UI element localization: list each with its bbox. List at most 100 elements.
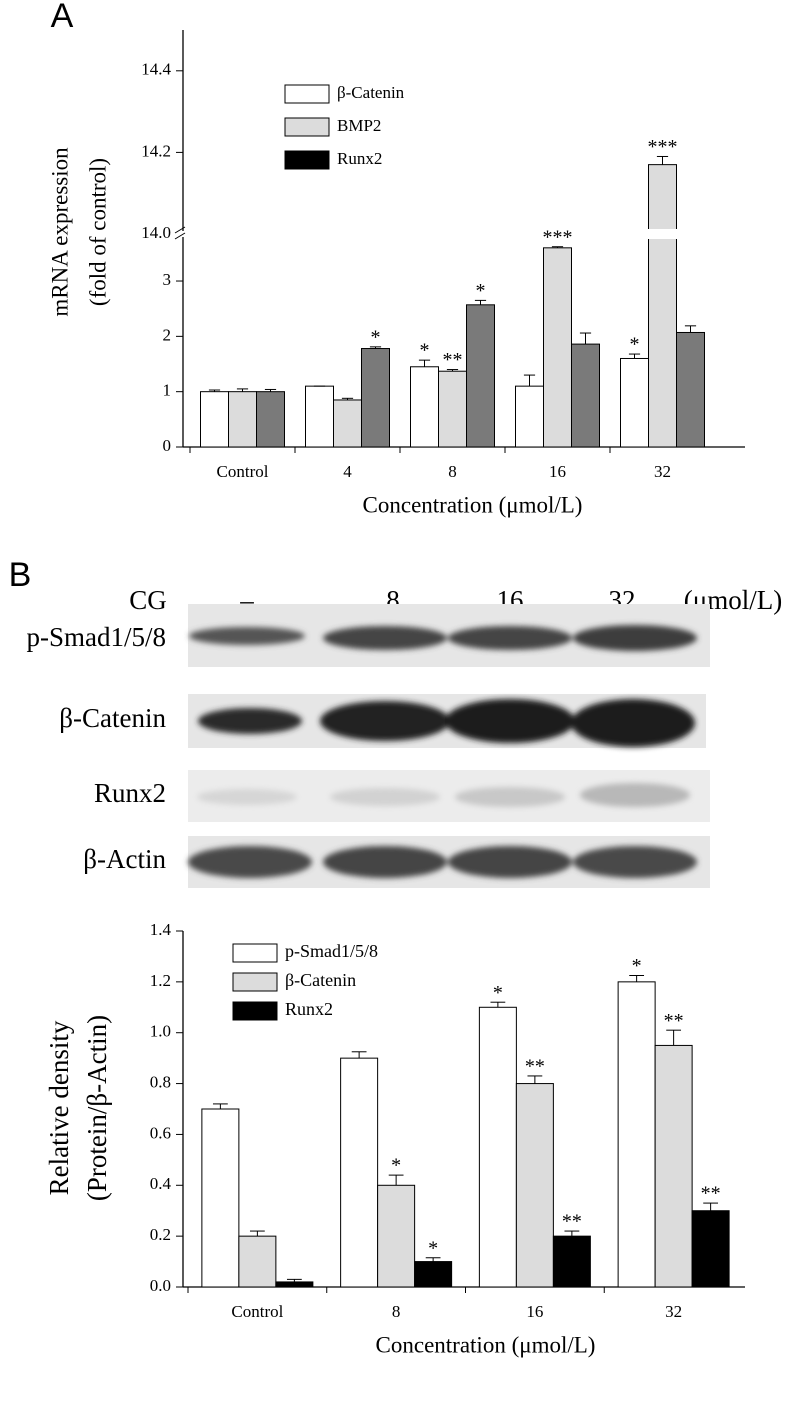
band [580,783,690,807]
x-tick-label: 8 [392,1302,401,1321]
legend-label: β-Catenin [337,83,405,102]
panel-label: B [9,556,32,594]
significance: * [632,955,642,977]
y-tick-label: 0.2 [150,1225,171,1244]
western-blot: CG – 8 16 32 (μmol/L) p-Smad1/5/8 β-Cate… [27,585,782,888]
blot-bands [188,625,697,878]
bar [228,391,257,448]
legend-label: p-Smad1/5/8 [285,941,378,961]
bar [617,981,656,1288]
y-tick-label: 0.8 [150,1072,171,1091]
bar [305,385,334,448]
band [448,626,572,650]
bar [691,1210,730,1288]
x-tick-label: 4 [343,462,352,481]
row-label: β-Actin [83,844,166,874]
bar [200,391,229,448]
y-tick-label: 0.0 [150,1276,171,1295]
legend-label: β-Catenin [285,970,356,990]
legend-swatch [284,117,330,137]
y-tick-label: 3 [163,270,172,289]
bar [478,1006,517,1288]
bar [543,247,572,448]
significance: *** [543,226,573,248]
panel-label: A [51,0,74,35]
x-tick-label: Control [231,1302,283,1321]
band [573,625,697,651]
band [573,846,697,878]
y-tick-label: 14.2 [141,141,171,160]
y-tick-label: 0.4 [150,1174,172,1193]
bar [515,1083,554,1288]
legend-label: BMP2 [337,116,381,135]
y-tick-label: 1.4 [150,920,172,939]
bar [648,164,677,448]
x-tick-label: 32 [654,462,671,481]
bar [571,343,600,448]
y-tick-label: 0.6 [150,1123,171,1142]
legend-swatch [284,84,330,104]
significance: * [420,340,430,362]
bar [414,1261,453,1288]
bar [201,1108,240,1288]
significance: ** [664,1010,684,1032]
band [571,699,695,747]
legend-label: Runx2 [285,999,333,1019]
band [330,788,440,806]
y-axis-title: mRNA expression [47,147,72,317]
significance: * [630,334,640,356]
band [448,846,572,878]
x-tick-label: Control [217,462,269,481]
significance: * [493,982,503,1004]
y-axis-title: (Protein/β-Actin) [82,1015,112,1201]
bar [676,331,705,448]
significance: ** [562,1211,582,1233]
x-tick-label: 32 [665,1302,682,1321]
bar [256,391,285,448]
band [197,789,297,805]
bar [238,1235,277,1288]
bar [361,348,390,448]
band [323,626,447,650]
x-axis-title: Concentration (μmol/L) [376,1332,596,1357]
y-tick-label: 1.2 [150,971,171,990]
x-axis-title: Concentration (μmol/L) [363,492,583,517]
row-label: p-Smad1/5/8 [27,622,167,652]
x-tick-label: 8 [448,462,457,481]
x-tick-label: 16 [549,462,566,481]
legend-label: Runx2 [337,149,382,168]
significance: *** [648,136,678,158]
band [188,846,312,878]
legend-swatch [232,1001,278,1021]
y-axis-title: Relative density [44,1020,74,1195]
band [320,701,450,741]
y-tick-label: 14.0 [141,223,171,242]
axis-break-mark [174,232,186,240]
band [189,627,305,645]
significance: * [391,1155,401,1177]
y-tick-label: 0 [163,436,172,455]
bar-break-gap [647,229,678,239]
significance: * [476,280,486,302]
bar [377,1184,416,1288]
y-tick-label: 2 [163,325,172,344]
bar [438,370,467,448]
row-label: β-Catenin [59,703,166,733]
treatment-label: CG [129,585,167,615]
significance: * [428,1237,438,1259]
significance: ** [443,349,463,371]
bar [515,385,544,448]
legend-swatch [284,150,330,170]
y-tick-label: 14.4 [141,60,171,79]
band [323,846,447,878]
bar [333,399,362,448]
legend-swatch [232,943,278,963]
bar [340,1057,379,1288]
x-tick-label: 16 [526,1302,543,1321]
band [455,787,565,807]
axis-break-mark [174,226,186,234]
band [445,699,575,743]
row-label: Runx2 [94,778,166,808]
